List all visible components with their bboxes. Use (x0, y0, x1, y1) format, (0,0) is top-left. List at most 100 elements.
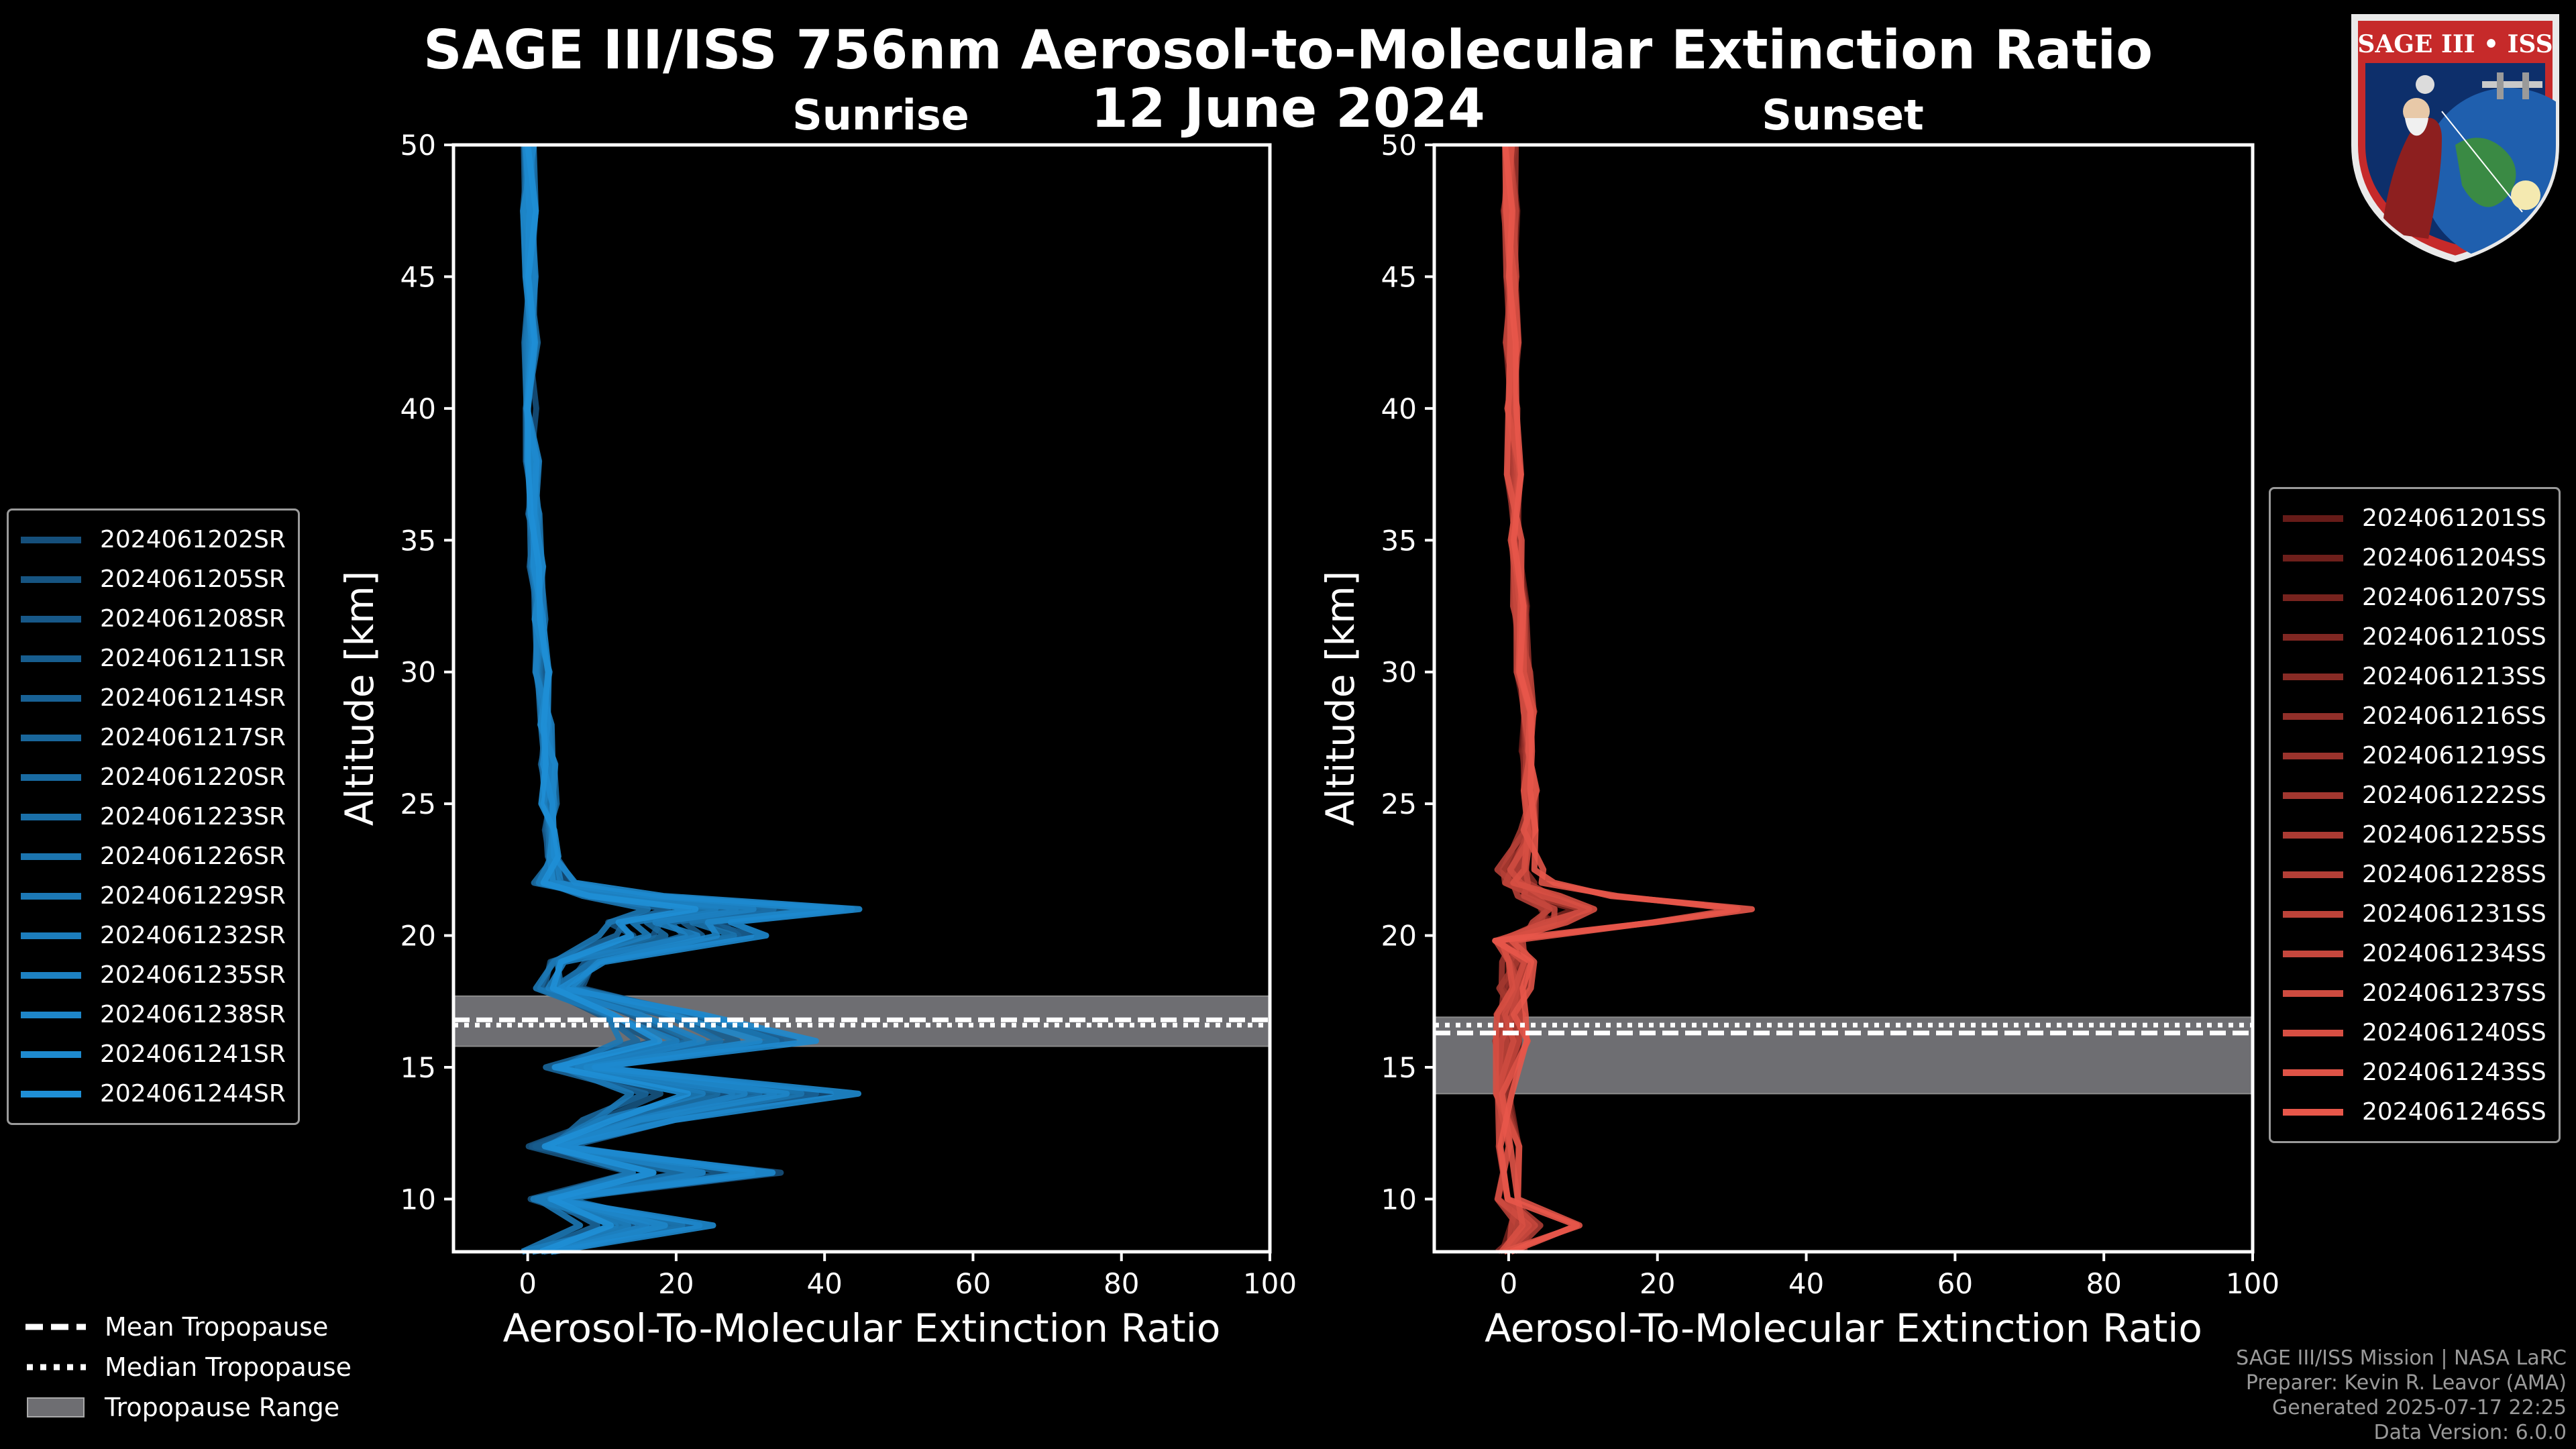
x-tick-label: 0 (1500, 1267, 1518, 1300)
legend-swatch (21, 932, 81, 939)
legend-swatch (2283, 1108, 2343, 1116)
legend-swatch (2283, 910, 2343, 918)
legend-swatch (2283, 594, 2343, 601)
legend-label: 2024061226SR (100, 843, 286, 870)
legend-entry: 2024061243SS (2283, 1053, 2546, 1092)
legend-entry: 2024061222SS (2283, 775, 2546, 815)
legend-swatch (21, 1051, 81, 1058)
legend-entry: 2024061244SR (21, 1074, 286, 1114)
legend-entry: 2024061219SS (2283, 736, 2546, 775)
legend-swatch (2283, 712, 2343, 720)
plot-area (453, 145, 1270, 1252)
legend-label: 2024061231SS (2362, 900, 2546, 928)
footer-version: Data Version: 6.0.0 (2373, 1421, 2567, 1444)
legend-entry: 2024061204SS (2283, 538, 2546, 578)
legend-swatch (2283, 871, 2343, 878)
legend-entry: 2024061214SR (21, 678, 286, 718)
legend-entry: 2024061234SS (2283, 934, 2546, 973)
legend-entry: 2024061217SR (21, 718, 286, 757)
y-tick-label: 40 (400, 392, 436, 425)
y-tick-label: 20 (400, 920, 436, 953)
legend-swatch (2283, 1029, 2343, 1036)
x-tick-label: 80 (1104, 1267, 1139, 1300)
x-tick-label: 40 (806, 1267, 842, 1300)
x-axis-label: Aerosol-To-Molecular Extinction Ratio (1485, 1305, 2202, 1351)
legend-swatch (21, 773, 81, 781)
legend-label: 2024061205SR (100, 566, 286, 593)
y-tick-label: 35 (400, 524, 436, 557)
y-tick-label: 25 (400, 788, 436, 820)
legend-swatch (21, 971, 81, 979)
legend-entry: 2024061226SR (21, 837, 286, 876)
legend-label: 2024061216SS (2362, 702, 2546, 730)
x-tick-label: 100 (2226, 1267, 2279, 1300)
tropopause-range-label: Tropopause Range (105, 1393, 340, 1422)
footer-generated: Generated 2025-07-17 22:25 (2271, 1396, 2567, 1419)
legend-entry: 2024061238SR (21, 995, 286, 1034)
sunset-legend: 2024061201SS 2024061204SS 2024061207SS 2024… (2269, 487, 2561, 1143)
legend-swatch (2283, 1069, 2343, 1076)
y-tick-label: 40 (1381, 392, 1417, 425)
y-tick-label: 50 (400, 129, 436, 162)
legend-label: 2024061210SS (2362, 623, 2546, 651)
profile-lines (1492, 144, 1755, 1255)
x-tick-label: 80 (2086, 1267, 2121, 1300)
legend-entry: 2024061246SS (2283, 1092, 2546, 1132)
y-tick-label: 35 (1381, 524, 1417, 557)
sunset-panel: 0 20 40 60 80 100 10 15 20 25 30 35 40 45 50 Aerosol-To… (1318, 129, 2279, 1351)
legend-label: 2024061219SS (2362, 742, 2546, 769)
legend-swatch (2283, 673, 2343, 680)
legend-label: 2024061202SR (100, 526, 286, 553)
sunrise-legend: 2024061202SR 2024061205SR 2024061208SR 2024… (7, 508, 300, 1125)
chart-title: SAGE III/ISS 756nm Aerosol-to-Molecular … (423, 19, 2153, 81)
dashed-line-icon (25, 1324, 86, 1330)
legend-swatch (2283, 989, 2343, 997)
y-tick-label: 45 (1381, 260, 1417, 293)
legend-swatch (21, 536, 81, 543)
plot-frame (451, 143, 1272, 1254)
legend-swatch (21, 853, 81, 860)
legend-entry: 2024061213SS (2283, 657, 2546, 696)
legend-label: 2024061214SR (100, 684, 286, 712)
range-swatch-icon (27, 1397, 85, 1417)
legend-median-tropopause: Median Tropopause (25, 1347, 352, 1387)
legend-swatch (21, 1011, 81, 1018)
legend-label: 2024061232SR (100, 922, 286, 949)
legend-entry: 2024061220SR (21, 757, 286, 797)
legend-entry: 2024061207SS (2283, 578, 2546, 617)
legend-label: 2024061229SR (100, 882, 286, 910)
legend-swatch (2283, 950, 2343, 957)
legend-swatch (2283, 752, 2343, 759)
legend-entry: 2024061216SS (2283, 696, 2546, 736)
profile-line-2024061241SR (523, 144, 863, 1255)
y-tick-label: 20 (1381, 920, 1417, 953)
legend-label: 2024061207SS (2362, 584, 2546, 611)
y-tick-label: 45 (400, 260, 436, 293)
legend-entry: 2024061235SR (21, 955, 286, 995)
legend-swatch (21, 655, 81, 662)
legend-label: 2024061244SR (100, 1080, 286, 1108)
tropopause-range-band (1434, 1016, 2253, 1095)
legend-swatch (21, 892, 81, 900)
x-tick-label: 40 (1788, 1267, 1824, 1300)
legend-label: 2024061201SS (2362, 504, 2546, 532)
legend-swatch (2283, 554, 2343, 561)
legend-entry: 2024061229SR (21, 876, 286, 916)
dotted-line-icon (27, 1364, 86, 1371)
legend-entry: 2024061211SR (21, 639, 286, 678)
legend-entry: 2024061241SR (21, 1034, 286, 1074)
legend-label: 2024061238SR (100, 1001, 286, 1028)
legend-label: 2024061240SS (2362, 1019, 2546, 1046)
y-tick-label: 15 (400, 1051, 436, 1084)
x-tick-label: 20 (658, 1267, 694, 1300)
legend-swatch (2283, 515, 2343, 522)
legend-label: 2024061241SR (100, 1040, 286, 1068)
legend-swatch (2283, 792, 2343, 799)
legend-entry: 2024061202SR (21, 520, 286, 559)
legend-label: 2024061220SR (100, 763, 286, 791)
legend-entry: 2024061228SS (2283, 855, 2546, 894)
legend-label: 2024061211SR (100, 645, 286, 672)
legend-entry: 2024061225SS (2283, 815, 2546, 855)
profile-lines (520, 144, 863, 1255)
legend-label: 2024061237SS (2362, 979, 2546, 1007)
